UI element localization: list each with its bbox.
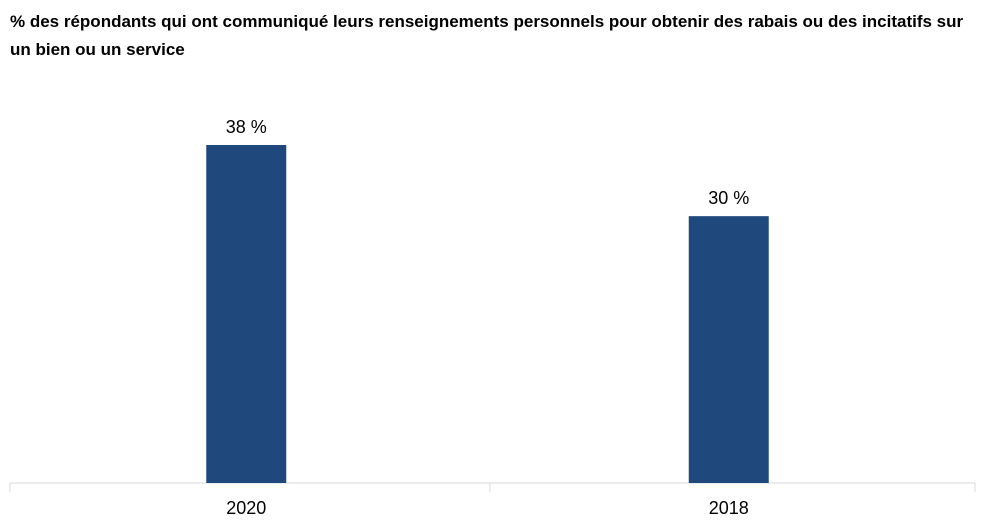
- x-tick-label: 2018: [709, 498, 749, 518]
- x-tick-label: 2020: [226, 498, 266, 518]
- chart-title: % des répondants qui ont communiqué leur…: [10, 12, 964, 59]
- bar: [206, 145, 287, 483]
- bar: [688, 216, 769, 483]
- value-label: 38 %: [226, 117, 267, 137]
- value-label: 30 %: [708, 188, 749, 208]
